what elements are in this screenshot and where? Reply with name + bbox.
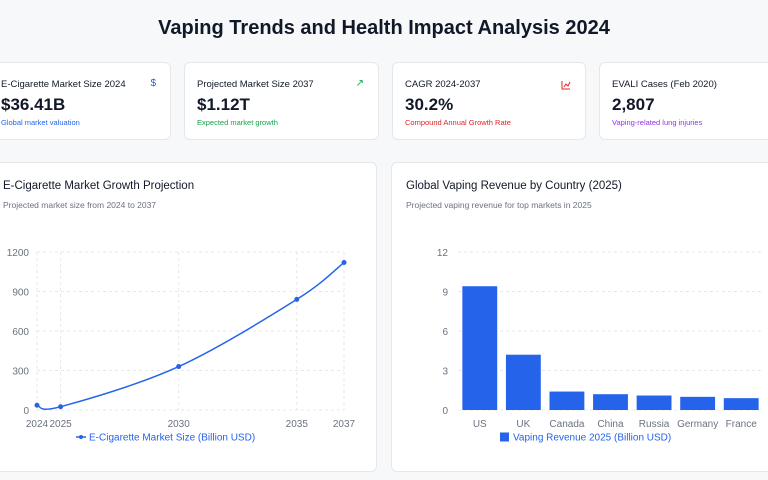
x-tick-label: Germany [677,419,718,430]
stat-value: 2,807 [612,95,655,114]
x-tick-label: 2024 [26,419,49,430]
x-tick-label: 2030 [168,419,191,430]
x-tick-label: UK [516,419,530,430]
stat-value: $1.12T [197,95,250,114]
chart-subtitle: Projected vaping revenue for top markets… [406,200,592,210]
stat-value: $36.41B [1,95,66,114]
stat-label: E-Cigarette Market Size 2024 [1,79,126,90]
x-tick-label: 2025 [49,419,72,430]
stat-subtitle: Global market valuation [1,118,80,127]
y-tick-label: 3 [442,367,448,378]
legend-label: E-Cigarette Market Size (Billion USD) [89,433,255,444]
legend-marker-icon [79,435,83,439]
stat-subtitle: Expected market growth [197,118,278,127]
stat-card-projected-2037: Projected Market Size 2037 $1.12T Expect… [184,62,379,140]
bar-uk [505,354,541,410]
chart-title: Global Vaping Revenue by Country (2025) [406,180,622,192]
bar-chart: 0 3 6 9 12 US UK Canada China Russia Germany France… [437,248,763,444]
y-tick-label: 900 [12,288,29,299]
x-tick-label: 2037 [333,419,356,430]
y-tick-label: 12 [437,248,449,259]
stat-value: 30.2% [405,95,454,114]
y-tick-label: 9 [442,288,448,299]
chart-subtitle: Projected market size from 2024 to 2037 [3,200,157,210]
stat-label: Projected Market Size 2037 [197,79,314,90]
x-tick-label: China [597,419,624,430]
stat-card-cagr: CAGR 2024-2037 30.2% Compound Annual Gro… [392,62,586,140]
x-tick-label: Russia [639,419,670,430]
data-point [294,296,300,302]
bar-china [593,394,628,410]
stat-subtitle: Compound Annual Growth Rate [405,118,511,127]
stat-label: EVALI Cases (Feb 2020) [612,79,717,90]
stat-subtitle: Vaping-related lung injuries [612,118,703,127]
bar-canada [549,391,585,410]
y-tick-label: 0 [442,406,448,417]
bar-germany [680,396,716,410]
y-tick-label: 6 [442,327,448,338]
chart-title: E-Cigarette Market Growth Projection [3,180,195,192]
stat-card-evali: EVALI Cases (Feb 2020) 2,807 Vaping-rela… [599,62,768,140]
dollar-icon: $ [150,78,156,89]
y-tick-label: 300 [12,367,29,378]
x-tick-label: US [473,419,487,430]
trending-up-icon: ↗ [355,78,364,89]
bar-us [462,286,498,410]
page-title: Vaping Trends and Health Impact Analysis… [158,17,610,39]
line-chart-panel: E-Cigarette Market Growth Projection Pro… [0,162,377,472]
legend-swatch-icon [500,432,509,442]
series-line [36,261,345,410]
y-tick-label: 0 [23,406,29,417]
x-tick-label: Canada [549,419,584,430]
y-tick-label: 1200 [7,248,30,259]
stat-card-market-size-2024: E-Cigarette Market Size 2024 $36.41B Glo… [0,62,171,140]
data-point [341,260,347,266]
data-point [176,364,182,370]
bar-france [723,398,759,410]
data-point [34,402,40,408]
stat-label: CAGR 2024-2037 [405,79,481,90]
line-chart: 0 300 600 900 1200 2024 2025 2030 2035 2037 E-Ciga… [7,248,356,444]
legend-label: Vaping Revenue 2025 (Billion USD) [513,433,671,444]
data-point [58,404,64,410]
x-tick-label: 2035 [286,419,309,430]
bar-russia [636,395,672,410]
chart-icon [561,81,571,90]
y-tick-label: 600 [12,327,29,338]
bar-chart-panel: Global Vaping Revenue by Country (2025) … [391,162,768,472]
x-tick-label: France [726,419,758,430]
